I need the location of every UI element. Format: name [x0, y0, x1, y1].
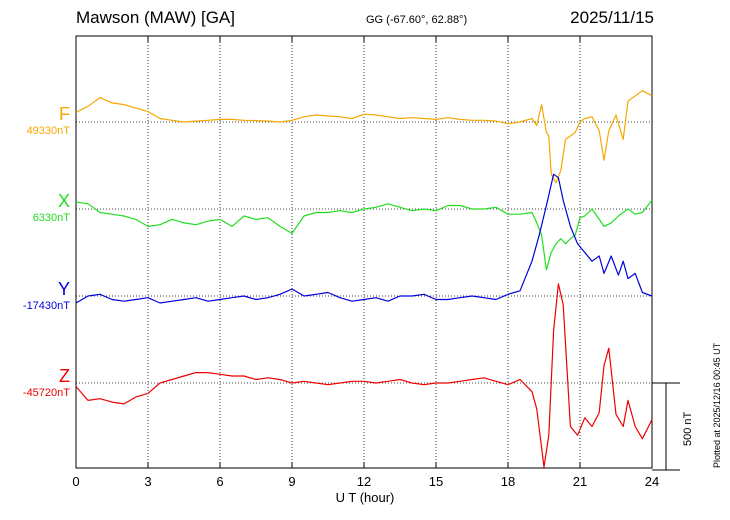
component-letter: Y — [57, 279, 70, 299]
x-tick-label: 18 — [501, 474, 515, 489]
station-title: Mawson (MAW) [GA] — [76, 8, 235, 27]
x-tick-label: 24 — [645, 474, 659, 489]
series-line-f — [75, 90, 653, 184]
series-line-z — [75, 283, 653, 468]
plotted-timestamp: Plotted at 2025/12/16 00:45 UT — [712, 342, 722, 468]
x-tick-label: 6 — [216, 474, 223, 489]
x-axis-label-text: U T (hour) — [335, 490, 395, 505]
grid-lines — [147, 36, 581, 468]
component-letter: X — [57, 191, 70, 211]
scale-bar — [652, 382, 680, 471]
component-label-f: F 49330nT — [0, 104, 70, 137]
x-tick-label: 0 — [72, 474, 79, 489]
component-letter: F — [59, 104, 70, 124]
scale-bar-label: 500 nT — [682, 411, 694, 446]
series-lines — [75, 90, 653, 468]
station-coords: GG (-67.60°, 62.88°) — [366, 14, 468, 26]
x-tick-label: 3 — [144, 474, 151, 489]
component-label-z: Z -45720nT — [0, 366, 70, 399]
chart-date: 2025/11/15 — [570, 8, 654, 27]
component-baseline: -45720nT — [22, 387, 70, 399]
component-letter: Z — [59, 366, 70, 386]
x-tick-label: 9 — [288, 474, 295, 489]
x-axis-ticks: 0 3 6 9 12 15 18 21 24 — [72, 36, 659, 489]
component-baseline: 6330nT — [32, 212, 70, 224]
series-line-y — [75, 173, 653, 304]
x-tick-label: 15 — [429, 474, 443, 489]
series-line-x — [75, 199, 653, 271]
x-tick-label: 21 — [573, 474, 587, 489]
x-axis-label: U T (hour) — [0, 490, 730, 505]
component-label-x: X 6330nT — [0, 191, 70, 224]
x-tick-label: 12 — [357, 474, 371, 489]
component-baseline: -17430nT — [22, 300, 70, 312]
component-baseline: 49330nT — [26, 125, 70, 137]
component-label-y: Y -17430nT — [0, 279, 70, 312]
